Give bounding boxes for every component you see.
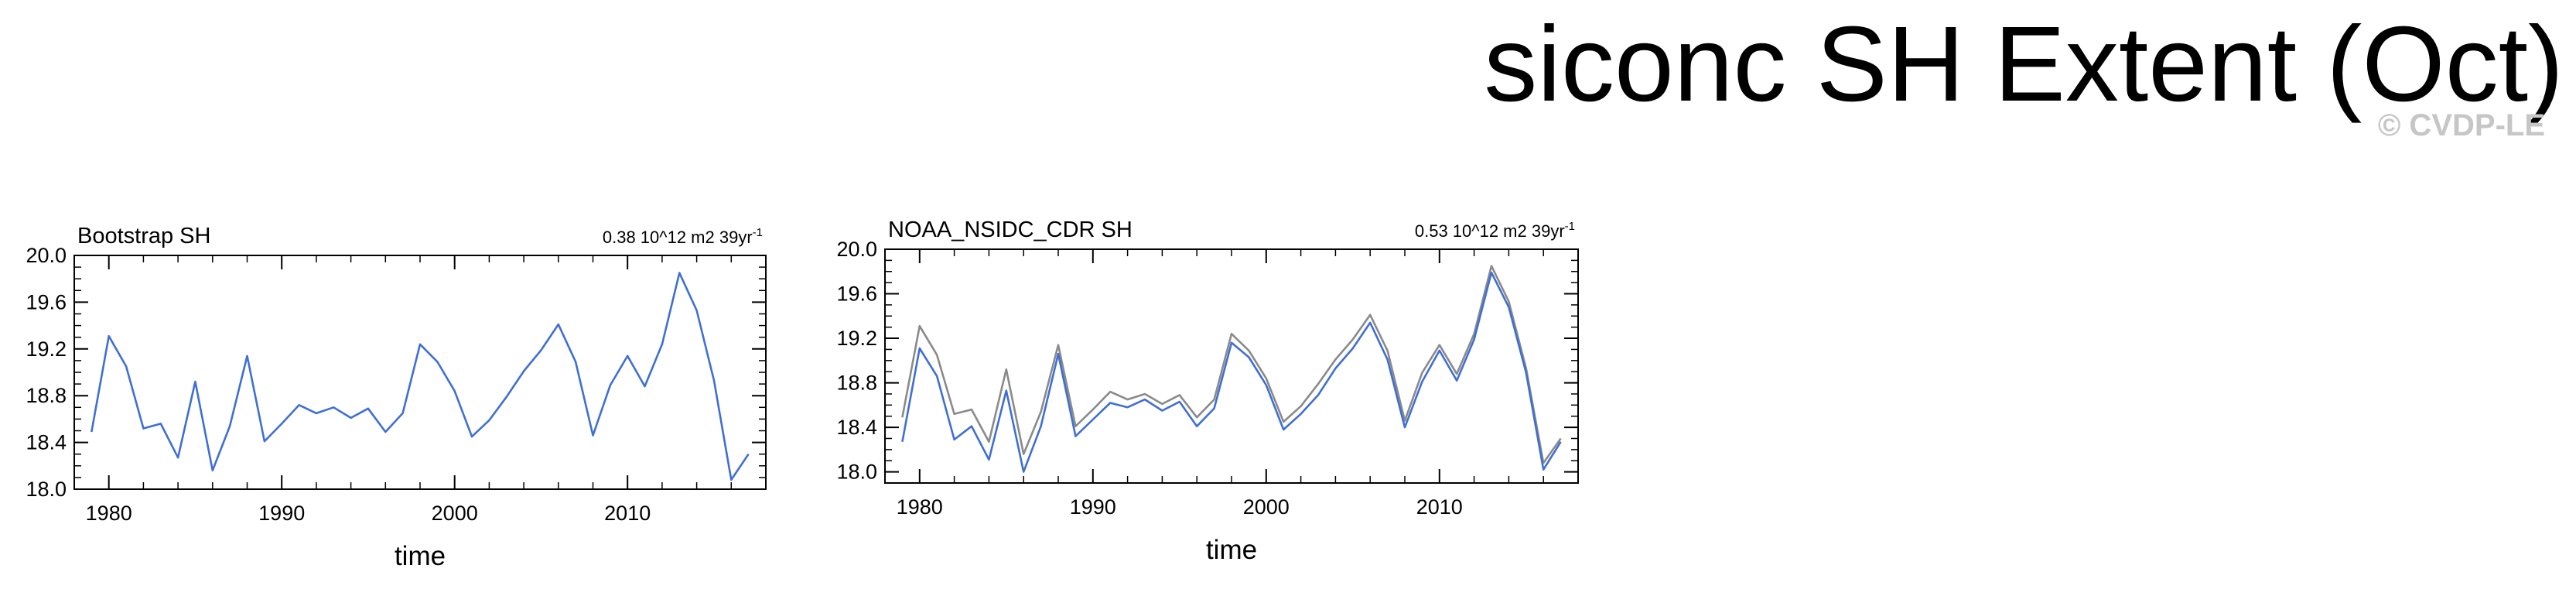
x-tick-label: 2000: [1243, 495, 1290, 519]
plot-frame: [73, 255, 767, 490]
x-axis-label: time: [395, 541, 446, 571]
figure-title: siconc SH Extent (Oct): [1484, 5, 2564, 124]
chart-panel-1: 18.0 18.4 18.8 19.2 19.6 20.0 1980 1990 2000 2010…: [836, 218, 1579, 565]
y-tick-label: 18.4: [836, 416, 877, 439]
annotation-superscript: -1: [1565, 220, 1575, 233]
x-tick-label: 2010: [604, 502, 651, 525]
x-axis-label: time: [1206, 535, 1257, 565]
y-tick-label: 19.2: [836, 327, 877, 350]
y-tick-label: 18.4: [26, 431, 67, 454]
y-tick-label: 20.0: [836, 238, 877, 261]
panel-trend-annotation: 0.38 10^12 m2 39yr-1: [603, 226, 763, 247]
y-tick-label: 19.6: [836, 283, 877, 306]
y-tick-label: 19.6: [26, 290, 67, 313]
x-tick-label: 2010: [1416, 495, 1463, 519]
series-line-0: [91, 272, 750, 481]
x-tick-label: 2000: [432, 502, 478, 525]
watermark: © CVDP-LE: [2377, 108, 2545, 142]
x-tick-label: 1980: [86, 502, 132, 525]
y-tick-label: 19.2: [26, 337, 67, 361]
y-tick-label: 18.8: [26, 384, 67, 407]
series-line-1: [901, 271, 1562, 473]
plot-frame: [884, 248, 1579, 484]
chart-panel-0: 18.0 18.4 18.8 19.2 19.6 20.0 1980 1990 2000 2010…: [26, 224, 767, 571]
x-tick-label: 1980: [897, 495, 943, 519]
panel-title: Bootstrap SH: [77, 224, 210, 248]
y-tick-label: 20.0: [26, 244, 67, 267]
panel-title: NOAA_NSIDC_CDR SH: [888, 218, 1133, 242]
annotation-superscript: -1: [753, 226, 763, 239]
series-line-0: [901, 265, 1562, 464]
y-tick-label: 18.0: [26, 478, 67, 501]
y-tick-label: 18.8: [836, 372, 877, 395]
panel-trend-annotation: 0.53 10^12 m2 39yr-1: [1415, 220, 1575, 241]
y-tick-label: 18.0: [836, 461, 877, 484]
x-tick-label: 1990: [258, 502, 305, 525]
x-tick-label: 1990: [1070, 495, 1116, 519]
